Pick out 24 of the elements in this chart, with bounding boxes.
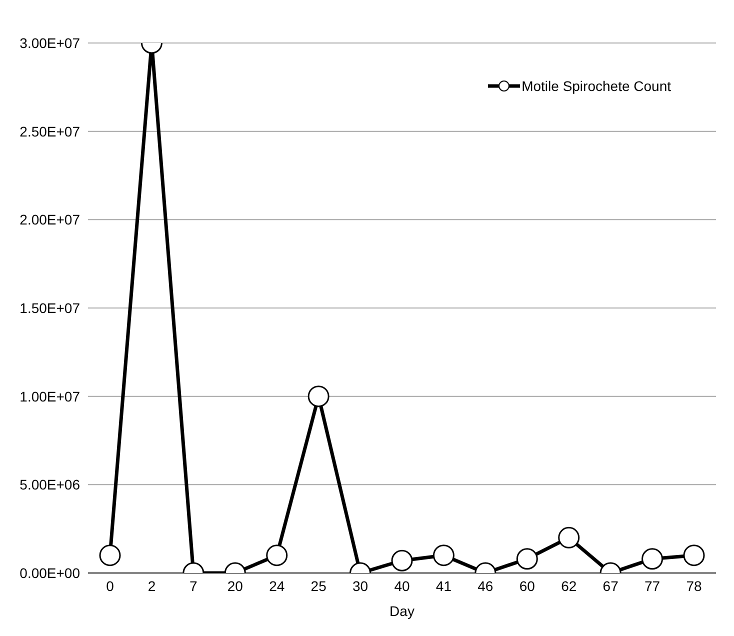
x-tick-label: 78 (686, 578, 702, 594)
x-tick-label: 77 (644, 578, 660, 594)
x-tick-label: 40 (394, 578, 410, 594)
x-tick-label: 24 (269, 578, 285, 594)
x-tick-label: 62 (561, 578, 577, 594)
y-tick-label: 2.00E+07 (20, 212, 80, 228)
x-tick-label: 20 (227, 578, 244, 594)
x-tick-label: 2 (148, 578, 156, 594)
x-tick-label: 25 (310, 578, 327, 594)
x-tick-label: 46 (478, 578, 494, 594)
x-tick-label: 60 (519, 578, 536, 594)
x-axis-title: Day (390, 603, 414, 619)
x-tick-label: 41 (436, 578, 452, 594)
y-tick-label: 2.50E+07 (20, 123, 80, 140)
y-tick-label: 0.00E+00 (20, 564, 80, 581)
legend-label: Motile Spirochete Count (522, 78, 671, 94)
y-tick-label: 1.00E+07 (20, 388, 80, 404)
y-tick-label: 5.00E+06 (20, 476, 80, 493)
y-tick-label: 1.50E+07 (20, 300, 80, 316)
x-tick-label: 7 (190, 578, 198, 594)
y-tick-label: 3.00E+07 (20, 34, 80, 51)
x-tick-label: 0 (106, 578, 114, 594)
x-tick-label: 30 (352, 578, 368, 594)
x-tick-label: 67 (602, 578, 619, 594)
